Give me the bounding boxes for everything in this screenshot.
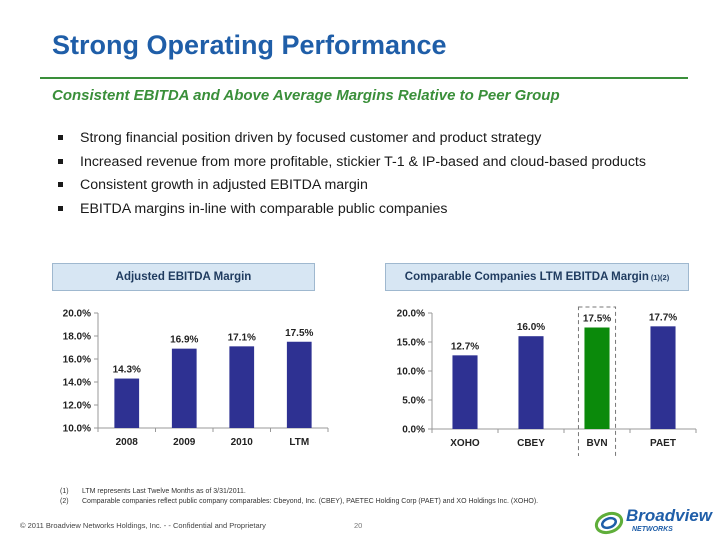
adjusted-ebitda-chart: 10.0% 12.0% 14.0% 16.0% 18.0% 20.0% 14.3% 2008 1… <box>63 309 329 448</box>
y-tick-label: 0.0% <box>402 425 425 436</box>
logo-wordmark: Broadview <box>626 506 712 525</box>
bullet-square-icon <box>58 205 63 211</box>
y-tick-label: 5.0% <box>402 396 425 407</box>
bullet-square-icon <box>58 182 63 187</box>
page-number: 20 <box>354 521 363 530</box>
broadview-logo: Broadview NETWORKS <box>594 506 712 538</box>
bullet-item: Increased revenue from more profitable, … <box>58 154 646 178</box>
left-chart-title: Adjusted EBITDA Margin <box>115 271 252 283</box>
comparable-companies-chart: 0.0% 5.0% 10.0% 15.0% 20.0% 12.7% XOHO 16.0% CBE… <box>397 306 697 456</box>
bar <box>114 378 140 428</box>
footnote-number: (2) <box>60 498 69 505</box>
x-tick-label: BVN <box>586 438 607 449</box>
logo-swoosh-icon <box>594 511 624 535</box>
bullet-square-icon <box>58 135 63 140</box>
bullet-text: Strong financial position driven by focu… <box>80 130 542 146</box>
y-tick-label: 10.0% <box>63 424 91 435</box>
bullet-text: Increased revenue from more profitable, … <box>80 153 646 170</box>
bar <box>650 326 676 429</box>
logo-subtext: NETWORKS <box>632 526 673 533</box>
y-tick-label: 20.0% <box>63 309 91 320</box>
page-title: Strong Operating Performance <box>52 30 447 60</box>
footer-copyright: © 2011 Broadview Networks Holdings, Inc.… <box>20 521 266 530</box>
bullet-list: Strong financial position driven by focu… <box>58 130 646 224</box>
data-label: 16.0% <box>517 322 545 333</box>
left-chart-header: Adjusted EBITDA Margin <box>52 263 315 291</box>
x-tick-label: XOHO <box>450 438 480 449</box>
highlight-box <box>577 306 617 456</box>
bullet-item: Strong financial position driven by focu… <box>58 130 646 154</box>
right-chart-footnote-ref: (1)(2) <box>650 272 670 282</box>
page-subtitle: Consistent EBITDA and Above Average Marg… <box>52 87 560 104</box>
bar <box>452 355 478 429</box>
y-tick-label: 14.0% <box>63 378 91 389</box>
bullet-text: EBITDA margins in-line with comparable p… <box>80 200 448 217</box>
y-tick-label: 16.0% <box>63 355 91 366</box>
footnote-text: LTM represents Last Twelve Months as of … <box>82 488 246 495</box>
data-label: 17.7% <box>649 312 677 323</box>
bar <box>584 327 610 429</box>
footnotes: (1) LTM represents Last Twelve Months as … <box>60 488 538 508</box>
data-label: 17.5% <box>583 314 611 325</box>
data-label: 17.5% <box>285 328 313 339</box>
y-tick-label: 12.0% <box>63 401 91 412</box>
footnote-number: (1) <box>60 488 69 495</box>
data-label: 12.7% <box>451 341 479 352</box>
x-tick-label: 2010 <box>231 437 254 448</box>
bullet-item: EBITDA margins in-line with comparable p… <box>58 201 646 225</box>
bar <box>171 348 197 428</box>
data-label: 17.1% <box>228 332 256 343</box>
y-tick-label: 20.0% <box>397 309 425 320</box>
x-tick-label: 2008 <box>116 437 139 448</box>
data-label: 16.9% <box>170 335 198 346</box>
y-tick-label: 10.0% <box>397 367 425 378</box>
footnote-text: Comparable companies reflect public comp… <box>82 498 539 505</box>
title-divider <box>40 77 688 79</box>
right-chart-header: Comparable Companies LTM EBITDA Margin (… <box>385 263 689 291</box>
footnote: (2) Comparable companies reflect public c… <box>60 498 538 508</box>
bar <box>229 346 255 428</box>
bullet-item: Consistent growth in adjusted EBITDA mar… <box>58 177 646 201</box>
bullet-text: Consistent growth in adjusted EBITDA mar… <box>80 177 368 193</box>
x-tick-label: PAET <box>650 438 676 449</box>
y-tick-label: 15.0% <box>397 338 425 349</box>
bar <box>518 336 544 429</box>
x-tick-label: LTM <box>289 437 309 448</box>
bar <box>286 341 312 428</box>
bullet-square-icon <box>58 158 63 164</box>
y-tick-label: 18.0% <box>63 332 91 343</box>
x-tick-label: 2009 <box>173 437 196 448</box>
data-label: 14.3% <box>113 365 141 376</box>
right-chart-title: Comparable Companies LTM EBITDA Margin <box>404 271 649 283</box>
x-tick-label: CBEY <box>517 438 545 449</box>
footnote: (1) LTM represents Last Twelve Months as … <box>60 488 538 498</box>
